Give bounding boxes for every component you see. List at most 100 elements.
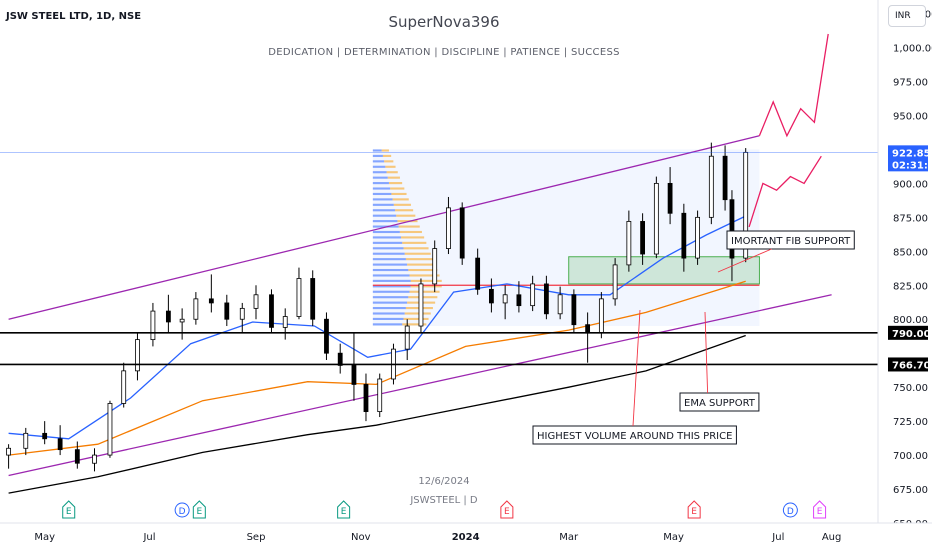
price-axis[interactable] <box>878 0 932 523</box>
volume-profile-bar <box>372 198 393 201</box>
volume-profile-bar <box>381 149 389 152</box>
y-tick-label: 900.00 <box>893 179 928 190</box>
volume-profile-bar <box>410 285 442 288</box>
volume-profile-bar <box>372 214 397 217</box>
candle-body <box>57 438 63 451</box>
dividend-event-icon <box>782 502 798 518</box>
candle-body <box>324 318 329 354</box>
annotation-arrow <box>632 309 641 427</box>
candle-body <box>269 294 274 328</box>
volume-profile-bar <box>405 258 433 261</box>
candle-body <box>23 432 29 449</box>
candle-body <box>296 278 302 317</box>
watermark-ticker: JSWSTEEL | D <box>409 495 478 506</box>
candle-body <box>107 403 113 456</box>
earnings-event-icon <box>687 500 701 519</box>
volume-profile-bar <box>393 203 411 206</box>
x-tick-label: Jul <box>142 532 155 543</box>
candle-body <box>543 283 549 315</box>
candle-body <box>502 294 508 304</box>
candle-body <box>708 155 714 218</box>
candle-body <box>626 221 632 266</box>
candle-body <box>432 248 438 285</box>
volume-profile-bar <box>398 225 420 228</box>
volume-profile-bar <box>403 247 429 250</box>
volume-profile-bar <box>372 285 411 288</box>
annotation-arrow <box>704 311 709 394</box>
volume-profile-bar <box>372 176 388 179</box>
time-axis[interactable] <box>0 523 932 550</box>
currency-selector[interactable]: INR <box>888 5 926 27</box>
volume-profile-bar <box>401 236 425 239</box>
candle-body <box>667 182 673 214</box>
volume-profile-bar <box>404 252 431 255</box>
volume-profile-bar <box>372 279 411 282</box>
x-tick-label: 2024 <box>452 532 480 543</box>
dividend-event-icon <box>174 502 190 518</box>
y-tick-label: 975.00 <box>893 78 928 89</box>
price-marker-tag <box>888 357 928 372</box>
earnings-event-icon <box>192 500 206 519</box>
annotation-box <box>532 425 737 445</box>
series-line-3 <box>8 135 760 320</box>
event-label: D <box>787 507 794 517</box>
volume-profile-bar <box>409 290 440 293</box>
candle-body <box>729 199 735 259</box>
event-label: E <box>196 507 202 517</box>
event-label: E <box>691 507 697 517</box>
candle-body <box>351 365 357 385</box>
volume-profile-bar <box>395 209 414 212</box>
trendline-layer <box>8 33 832 494</box>
y-tick-label: 700.00 <box>893 451 928 462</box>
candle-body <box>404 325 410 350</box>
y-tick-label: 725.00 <box>893 417 928 428</box>
volume-profile-bar <box>372 187 391 190</box>
volume-profile-bar <box>402 241 427 244</box>
chart-subtitle: DEDICATION | DETERMINATION | DISCIPLINE … <box>268 47 620 58</box>
candle-body <box>239 307 245 320</box>
watermark-date: 12/6/2024 <box>418 476 469 487</box>
event-label: E <box>504 507 510 517</box>
earnings-event-icon <box>62 500 76 519</box>
price-marker-sublabel: 02:31:00 <box>892 160 932 171</box>
candle-body <box>446 207 451 249</box>
candle-body <box>681 212 687 259</box>
volume-profile-bar <box>384 160 394 163</box>
volume-profile-bar <box>409 274 440 277</box>
volume-profile-bar <box>372 149 382 152</box>
candle-body <box>612 264 618 300</box>
volume-profile-bar <box>372 268 409 272</box>
candle-body <box>92 454 97 464</box>
volume-profile-bar <box>391 192 407 196</box>
candle-body <box>557 294 563 315</box>
candle-body <box>224 302 230 320</box>
candle-body <box>695 216 700 259</box>
candle-body <box>150 310 156 341</box>
earnings-event-icon <box>500 500 514 519</box>
volume-profile-bar <box>372 274 410 277</box>
volume-profile-bar <box>407 263 436 266</box>
candle-body <box>253 294 259 309</box>
symbol-label: JSW STEEL LTD, 1D, NSE <box>5 11 141 22</box>
volume-profile-bar <box>372 317 404 320</box>
candle-body <box>640 221 646 255</box>
candle-body <box>459 207 465 259</box>
volume-profile-layer <box>372 149 760 327</box>
x-tick-label: Sep <box>247 532 266 543</box>
volume-profile-bar <box>390 187 405 190</box>
candle-body <box>208 298 214 304</box>
series-line-4 <box>8 294 832 477</box>
x-tick-label: Aug <box>822 532 842 543</box>
candle-body <box>310 278 316 320</box>
y-tick-label: 850.00 <box>893 247 928 258</box>
volume-profile-bar <box>372 323 403 326</box>
earnings-event-icon <box>337 500 351 519</box>
x-axis-ticks: May Jul Sep Nov 2024 Mar May Jul Aug <box>34 532 841 543</box>
y-tick-label: 1,000.00 <box>893 44 932 55</box>
candle-body <box>165 310 171 323</box>
volume-profile-bar <box>372 301 408 304</box>
annotation-label: HIGHEST VOLUME AROUND THIS PRICE <box>537 431 732 442</box>
y-tick-label: 950.00 <box>893 111 928 122</box>
